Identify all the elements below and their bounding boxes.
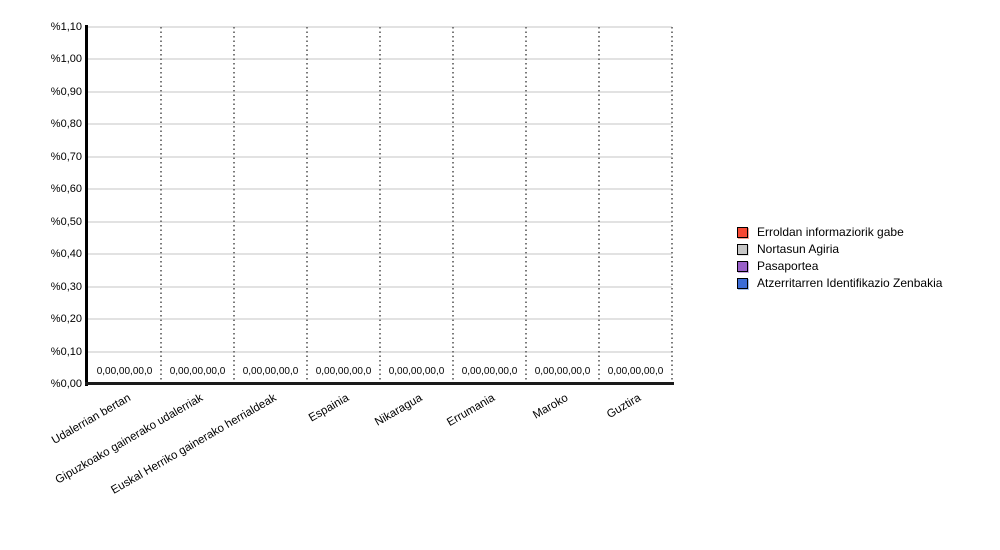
legend-swatch xyxy=(737,261,748,272)
y-axis-tick-label: %0,80 xyxy=(50,118,82,131)
y-axis-tick-label: %0,90 xyxy=(50,85,82,98)
y-axis-tick-label: %0,10 xyxy=(50,345,82,358)
y-axis-tick-label: %1,00 xyxy=(50,53,82,66)
y-axis-tick-label: %0,20 xyxy=(50,313,82,326)
category-separator-line xyxy=(525,27,527,384)
category-axis-label: Errumania xyxy=(445,392,498,429)
legend-item: Nortasun Agiria xyxy=(737,241,942,258)
data-value-label: 0,00,00,00,0 xyxy=(169,366,226,377)
category-axis-label: Guztira xyxy=(605,392,644,421)
legend-swatch xyxy=(737,227,748,238)
x-axis-line xyxy=(85,382,674,385)
category-axis-label: Maroko xyxy=(531,392,571,422)
category-separator-line xyxy=(160,27,162,384)
category-separator-line xyxy=(598,27,600,384)
y-axis-tick-label: %0,00 xyxy=(50,378,82,390)
y-axis-line xyxy=(85,25,88,386)
data-value-label: 0,00,00,00,0 xyxy=(461,366,518,377)
y-axis-tick-label: %0,70 xyxy=(50,150,82,163)
legend: Erroldan informaziorik gabe Nortasun Agir… xyxy=(737,224,942,292)
y-axis-tick-label: %1,10 xyxy=(50,21,82,33)
legend-swatch xyxy=(737,278,748,289)
data-value-label: 0,00,00,00,0 xyxy=(96,366,153,377)
legend-item: Pasaportea xyxy=(737,258,942,275)
y-axis-tick-label: %0,40 xyxy=(50,248,82,261)
legend-label: Erroldan informaziorik gabe xyxy=(757,225,904,239)
category-separator-line xyxy=(671,27,673,384)
legend-swatch xyxy=(737,244,748,255)
y-axis-tick-label: %0,30 xyxy=(50,280,82,293)
data-value-label: 0,00,00,00,0 xyxy=(242,366,299,377)
legend-label: Pasaportea xyxy=(757,259,819,273)
legend-item: Atzerritarren Identifikazio Zenbakia xyxy=(737,275,942,292)
data-value-label: 0,00,00,00,0 xyxy=(315,366,372,377)
legend-label: Nortasun Agiria xyxy=(757,242,840,256)
y-axis-tick-label: %0,60 xyxy=(50,183,82,196)
category-separator-line xyxy=(233,27,235,384)
category-axis-label: Nikaragua xyxy=(373,392,425,429)
data-value-label: 0,00,00,00,0 xyxy=(388,366,445,377)
category-separator-line xyxy=(306,27,308,384)
category-separator-line xyxy=(452,27,454,384)
y-axis-tick-label: %0,50 xyxy=(50,215,82,228)
data-value-label: 0,00,00,00,0 xyxy=(607,366,664,377)
data-value-label: 0,00,00,00,0 xyxy=(534,366,591,377)
legend-label: Atzerritarren Identifikazio Zenbakia xyxy=(757,276,943,290)
category-axis-label: Espainia xyxy=(307,392,352,425)
category-separator-line xyxy=(379,27,381,384)
legend-item: Erroldan informaziorik gabe xyxy=(737,224,942,241)
